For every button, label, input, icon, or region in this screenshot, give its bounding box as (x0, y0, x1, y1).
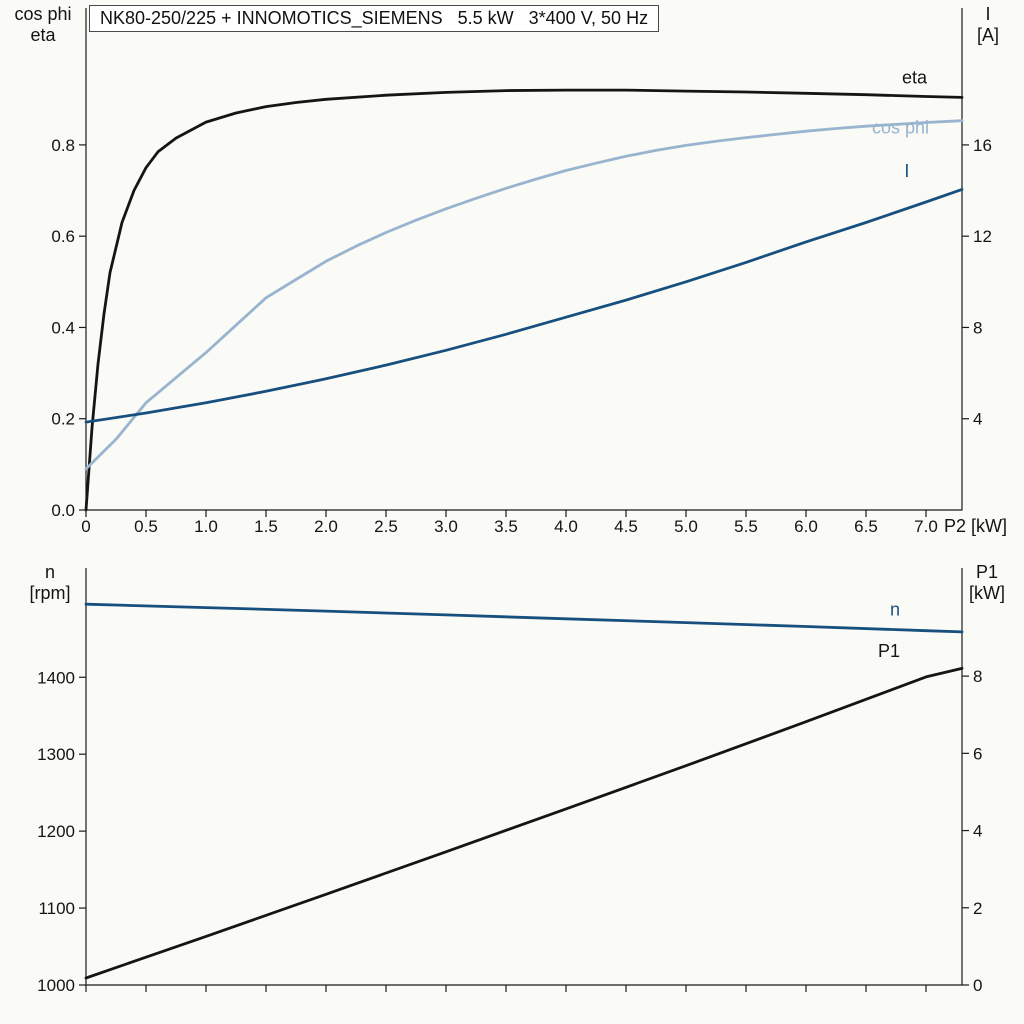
right-tick-label: 4 (973, 410, 982, 429)
top-chart: 0.0 0.2 0.4 0.6 0.8 4 8 12 16 0 0.5 1.0 1.5 2.0 2.5 3.0… (51, 8, 1007, 536)
x-tick-label: 4.5 (614, 517, 638, 536)
x-tick-label: 1.0 (194, 517, 218, 536)
left-tick-label: 0.0 (51, 501, 75, 520)
i-curve-label: I (904, 161, 909, 181)
top-chart-right-axis-title: I [A] (976, 4, 999, 45)
right-tick-label: 4 (973, 822, 982, 841)
i-curve (84, 187, 964, 424)
right-tick-label: 0 (973, 976, 982, 995)
x-tick-label: 4.0 (554, 517, 578, 536)
x-tick-label: 3.0 (434, 517, 458, 536)
x-tick-label: 7.0 (914, 517, 938, 536)
left-tick-label: 1000 (37, 976, 75, 995)
right-tick-label: 16 (973, 136, 992, 155)
left-tick-label: 0.4 (51, 318, 75, 337)
x-tick-label: 1.5 (254, 517, 278, 536)
eta-curve (84, 88, 964, 512)
p1-curve (84, 667, 964, 980)
n-curve-label: n (890, 600, 900, 620)
eta-curve-label: eta (902, 67, 928, 87)
right-tick-label: 12 (973, 227, 992, 246)
bottom-chart-left-axis-title: n [rpm] (29, 562, 71, 603)
left-tick-label: 1300 (37, 745, 75, 764)
axis-frame (85, 8, 963, 511)
left-tick-label: 0.2 (51, 410, 75, 429)
n-curve (84, 602, 964, 634)
left-tick-label: 1400 (37, 668, 75, 687)
axis-frame (85, 568, 963, 986)
x-tick-label: 2.5 (374, 517, 398, 536)
cos-phi-curve-label: cos phi (872, 118, 929, 138)
bottom-chart-right-axis-title: P1 [kW] (969, 562, 1005, 603)
left-tick-label: 1200 (37, 822, 75, 841)
x-tick-label: 0 (81, 517, 90, 536)
left-tick-label: 0.6 (51, 227, 75, 246)
x-tick-label: 3.5 (494, 517, 518, 536)
x-tick-label: 6.0 (794, 517, 818, 536)
x-axis-label: P2 [kW] (944, 516, 1007, 536)
left-tick-label: 1100 (38, 899, 75, 918)
p1-curve-label: P1 (878, 641, 900, 661)
right-tick-label: 2 (973, 899, 982, 918)
right-tick-label: 8 (973, 318, 982, 337)
cos-phi-curve (84, 119, 964, 471)
x-tick-label: 5.5 (734, 517, 758, 536)
x-tick-label: 5.0 (674, 517, 698, 536)
right-tick-label: 8 (973, 667, 982, 686)
x-tick-label: 2.0 (314, 517, 338, 536)
right-tick-label: 6 (973, 744, 982, 763)
x-tick-label: 0.5 (134, 517, 158, 536)
top-chart-left-axis-title: cos phi eta (14, 4, 72, 45)
chart-title: NK80-250/225 + INNOMOTICS_SIEMENS 5.5 kW… (89, 5, 660, 32)
bottom-chart: 1000 1100 1200 1300 1400 0 2 4 6 8 n P1 (37, 568, 982, 995)
x-tick-label: 6.5 (854, 517, 878, 536)
left-tick-label: 0.8 (51, 136, 75, 155)
